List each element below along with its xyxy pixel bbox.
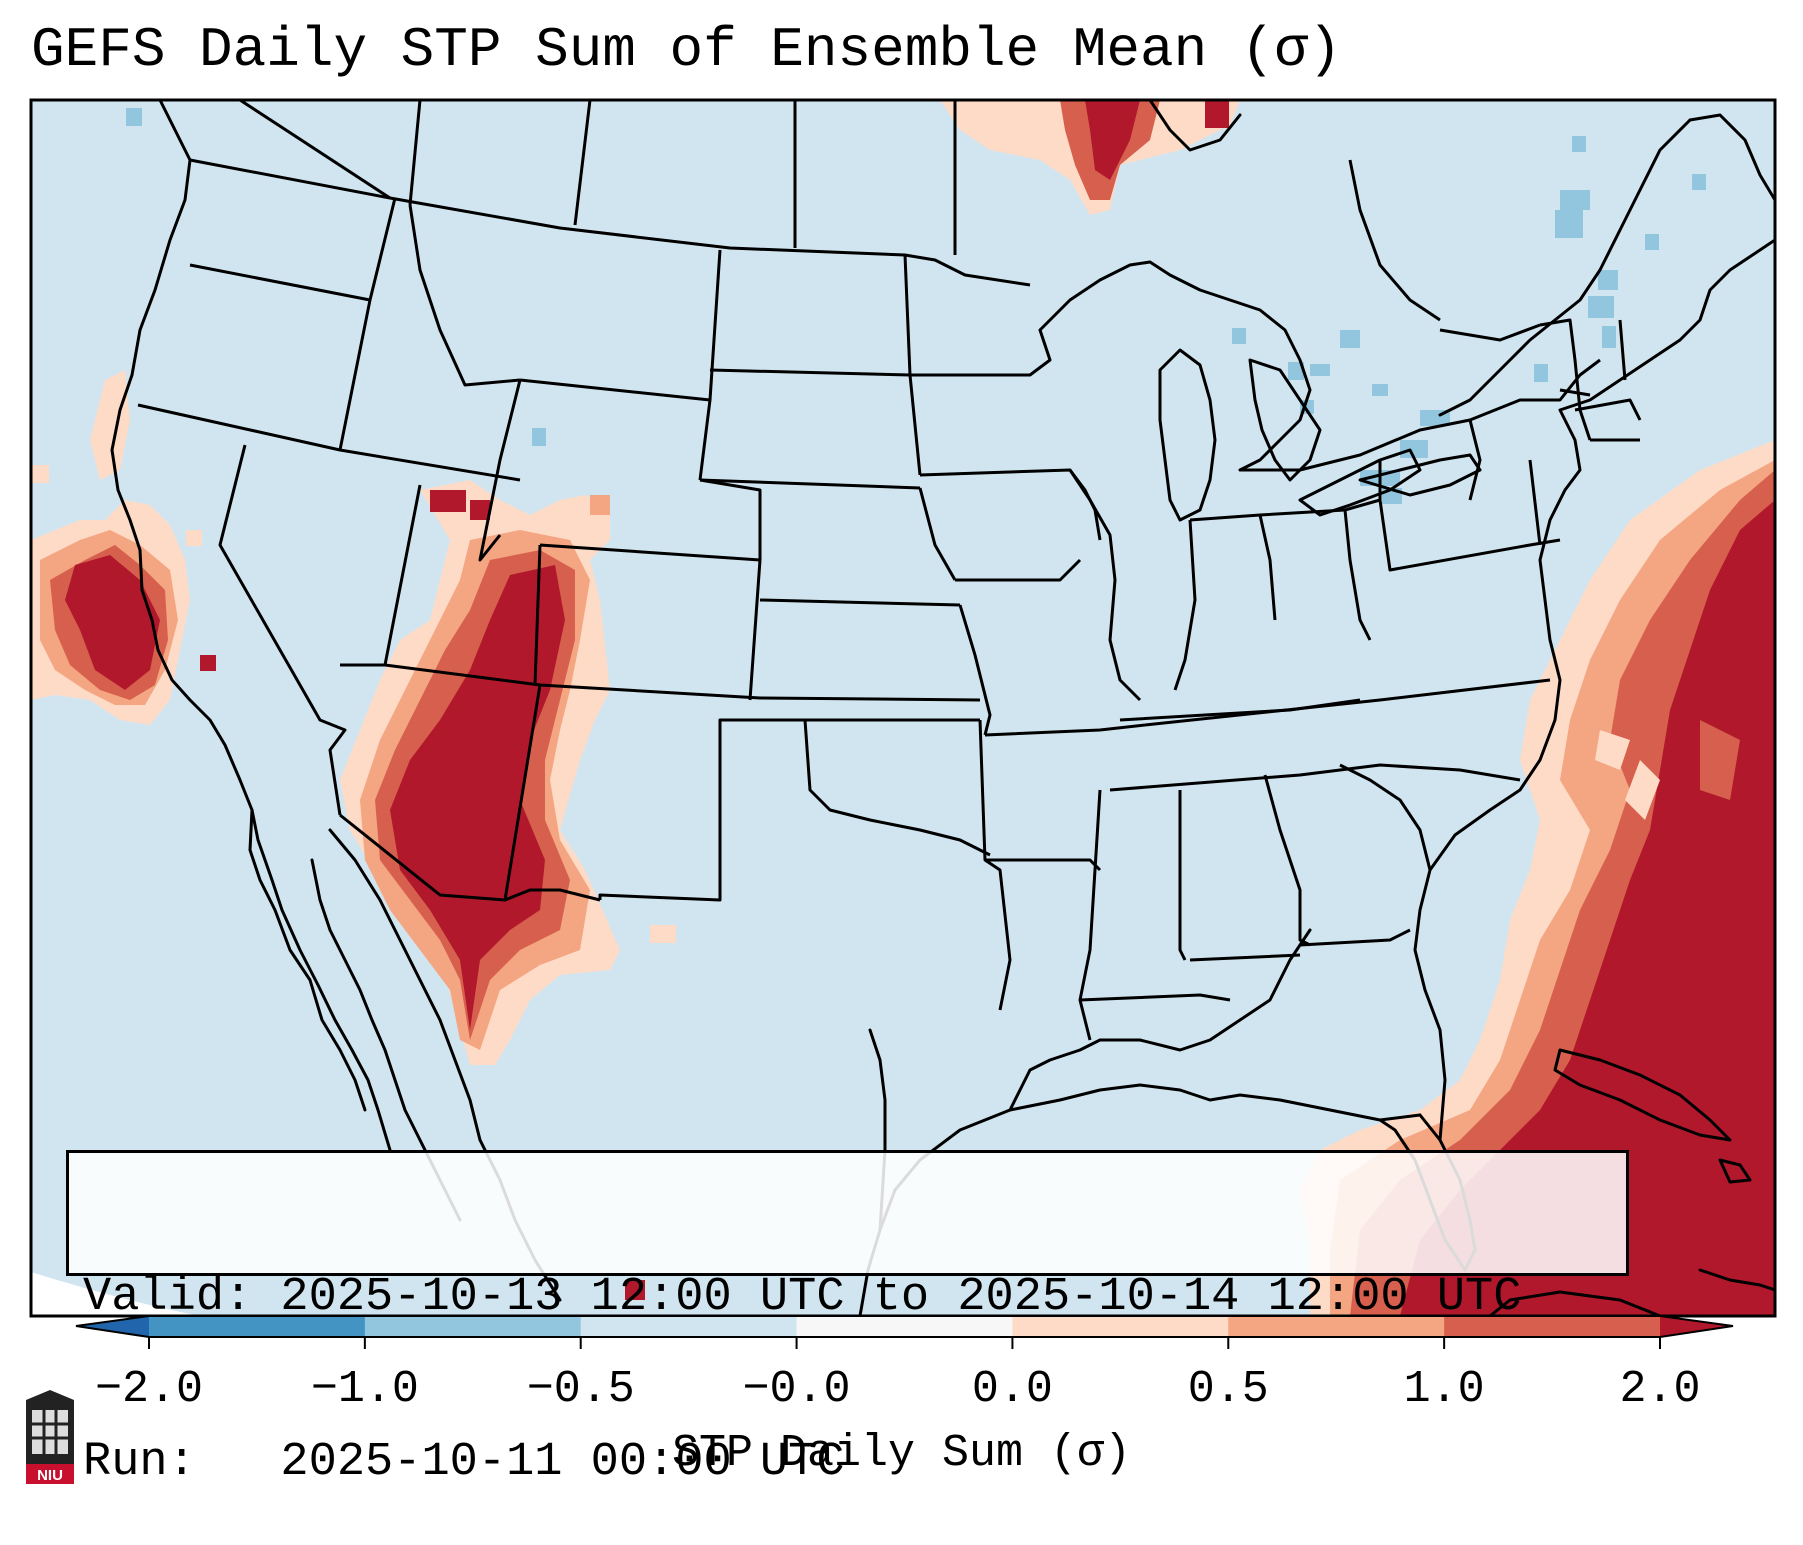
run-time-text: Run: 2025-10-11 00:00 UTC: [83, 1436, 845, 1489]
colorbar-segment: [1228, 1316, 1445, 1337]
map-title: GEFS Daily STP Sum of Ensemble Mean (σ): [31, 18, 1342, 82]
colorbar-label: STP Daily Sum (σ): [671, 1428, 1132, 1479]
colorbar-segment: [364, 1316, 582, 1337]
anomaly-atlantic: [1300, 440, 1775, 1316]
colorbar-segment: [796, 1316, 1013, 1337]
colorbar-tick-label: −0.0: [742, 1364, 851, 1415]
colorbar-tick-label: −0.5: [526, 1364, 635, 1415]
colorbar: [75, 1315, 1734, 1349]
colorbar-segment: [1012, 1316, 1229, 1337]
colorbar-segment: [580, 1316, 798, 1337]
colorbar-tick-label: −1.0: [310, 1364, 419, 1415]
map-canvas: [29, 98, 1777, 1349]
colorbar-extend-high: [1660, 1316, 1733, 1337]
validity-info-box: Valid: 2025-10-13 12:00 UTC to 2025-10-1…: [66, 1150, 1629, 1489]
colorbar-tick-label: 0.5: [1187, 1364, 1269, 1415]
valid-time-text: Valid: 2025-10-13 12:00 UTC to 2025-10-1…: [83, 1271, 1522, 1324]
state-boundaries: [137, 100, 1642, 1041]
colorbar-tick-label: 0.0: [971, 1364, 1053, 1415]
colorbar-segment: [1444, 1316, 1661, 1337]
niu-logo: NIU: [26, 1390, 74, 1484]
colorbar-tick-label: 2.0: [1619, 1364, 1701, 1415]
svg-text:NIU: NIU: [37, 1467, 63, 1484]
colorbar-segment: [149, 1316, 366, 1337]
coastlines-and-borders: [110, 100, 1775, 1316]
anomaly-southwest: [340, 480, 676, 1300]
anomaly-california: [31, 370, 216, 725]
projection-edge: [31, 1272, 200, 1316]
colorbar-tick-label: −2.0: [94, 1364, 204, 1415]
colorbar-tick-label: 1.0: [1403, 1364, 1485, 1415]
colorbar-extend-low: [76, 1316, 149, 1337]
anomaly-ontario: [940, 100, 1240, 215]
